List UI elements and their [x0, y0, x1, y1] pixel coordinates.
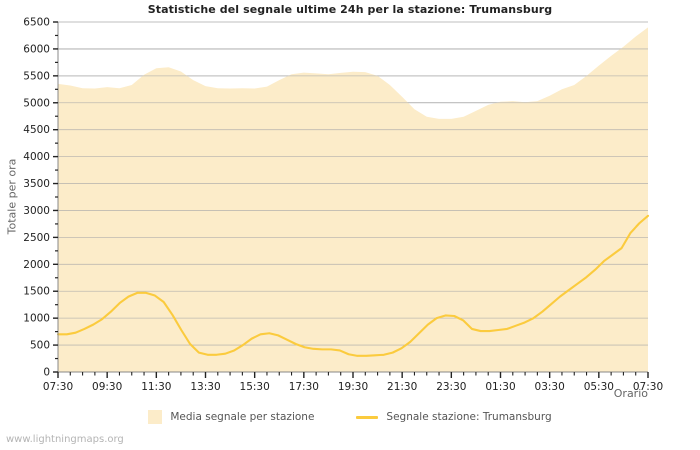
line-swatch-icon: [356, 415, 379, 419]
svg-text:03:30: 03:30: [535, 381, 565, 393]
svg-text:500: 500: [30, 340, 50, 352]
svg-text:11:30: 11:30: [141, 381, 171, 393]
legend-label-line: Segnale stazione: Trumansburg: [386, 411, 552, 423]
svg-text:19:30: 19:30: [338, 381, 368, 393]
svg-text:09:30: 09:30: [92, 381, 122, 393]
svg-text:5000: 5000: [23, 97, 50, 109]
svg-text:5500: 5500: [23, 70, 50, 82]
svg-text:01:30: 01:30: [485, 381, 515, 393]
svg-text:23:30: 23:30: [436, 381, 466, 393]
legend-label-area: Media segnale per stazione: [170, 411, 315, 423]
svg-text:21:30: 21:30: [387, 381, 417, 393]
svg-text:07:30: 07:30: [633, 381, 663, 393]
svg-text:17:30: 17:30: [289, 381, 319, 393]
svg-text:13:30: 13:30: [190, 381, 220, 393]
svg-text:4000: 4000: [23, 151, 50, 163]
chart-title: Statistiche del segnale ultime 24h per l…: [147, 3, 553, 16]
legend-item-line: Segnale stazione: Trumansburg: [356, 411, 552, 423]
chart-legend: Media segnale per stazione Segnale stazi…: [0, 410, 700, 424]
watermark: www.lightningmaps.org: [6, 434, 124, 445]
svg-text:15:30: 15:30: [240, 381, 270, 393]
x-axis-label: Orario: [613, 387, 648, 400]
legend-item-area: Media segnale per stazione: [148, 410, 314, 424]
svg-text:0: 0: [43, 367, 50, 379]
svg-text:3000: 3000: [23, 205, 50, 217]
area-swatch-icon: [148, 410, 163, 424]
svg-text:1000: 1000: [23, 313, 50, 325]
plot-area: 0 500 1000 1500 2000 2500 3000 3500 4000 4500 5000…: [23, 17, 663, 394]
svg-text:2500: 2500: [23, 232, 50, 244]
svg-text:05:30: 05:30: [584, 381, 614, 393]
svg-text:2000: 2000: [23, 259, 50, 271]
svg-text:1500: 1500: [23, 286, 50, 298]
svg-text:6500: 6500: [23, 17, 50, 29]
svg-text:6000: 6000: [23, 43, 50, 55]
svg-text:3500: 3500: [23, 178, 50, 190]
svg-text:07:30: 07:30: [43, 381, 73, 393]
svg-text:4500: 4500: [23, 124, 50, 136]
